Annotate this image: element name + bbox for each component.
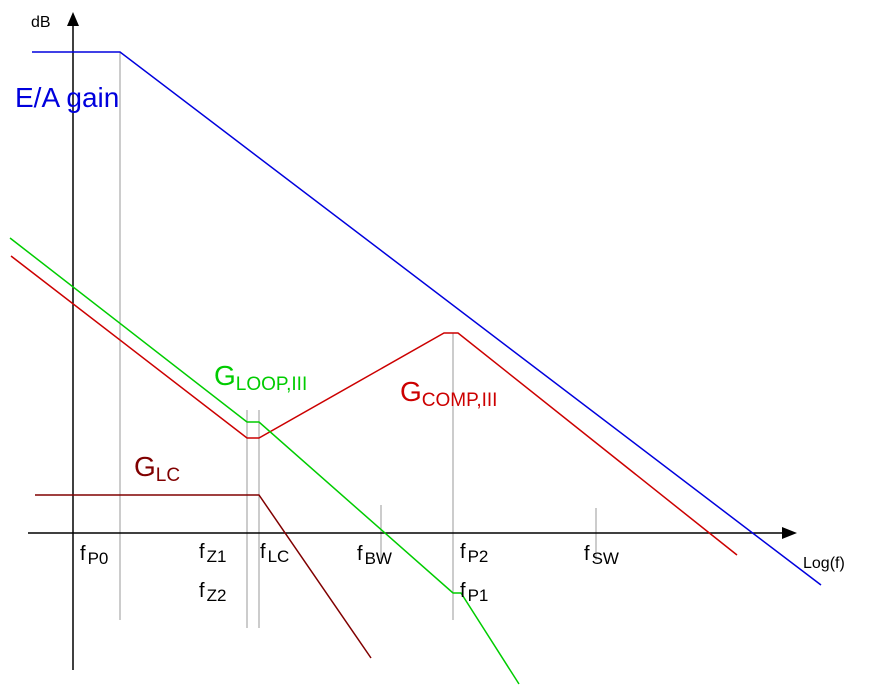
freq-fz2-main: f	[199, 580, 205, 602]
freq-label-fz2: f Z2	[199, 580, 226, 605]
freq-label-fbw: f BW	[357, 543, 392, 568]
freq-fsw-main: f	[584, 543, 590, 565]
freq-fp2-sub: P2	[468, 547, 489, 566]
y-axis-arrow	[67, 12, 79, 26]
g-loop-sub: LOOP,III	[236, 374, 307, 395]
freq-label-fp1: f P1	[460, 580, 488, 605]
freq-fp1-sub: P1	[468, 586, 489, 605]
ea-gain-label: E/A gain	[15, 82, 119, 113]
freq-fz1-main: f	[199, 541, 205, 563]
y-axis-label: dB	[31, 14, 51, 31]
g-comp-curve	[10, 255, 738, 556]
freq-fp2-main: f	[460, 541, 466, 563]
g-loop-curve	[9, 237, 520, 685]
g-comp-label: GCOMP,III	[400, 376, 497, 411]
g-lc-curve	[35, 494, 372, 659]
g-loop-main: G	[214, 360, 236, 391]
g-lc-main: G	[134, 451, 156, 482]
axes	[28, 12, 797, 670]
freq-fsw-sub: SW	[592, 549, 619, 568]
g-comp-main: G	[400, 376, 422, 407]
freq-fp1-main: f	[460, 580, 466, 602]
g-loop-label: GLOOP,III	[214, 360, 307, 395]
freq-label-fz1: f Z1	[199, 541, 226, 566]
g-lc-label: GLC	[134, 451, 180, 486]
freq-fp0-main: f	[80, 543, 86, 565]
freq-fp0-sub: P0	[88, 549, 109, 568]
g-lc-sub: LC	[156, 465, 180, 486]
freq-fbw-sub: BW	[365, 549, 392, 568]
x-axis-label: Log(f)	[803, 555, 845, 572]
freq-flc-main: f	[260, 541, 266, 563]
frequency-markers	[119, 52, 597, 628]
freq-fz1-sub: Z1	[207, 547, 227, 566]
freq-label-fp2: f P2	[460, 541, 488, 566]
freq-label-fp0: f P0	[80, 543, 108, 568]
freq-label-fsw: f SW	[584, 543, 619, 568]
g-comp-sub: COMP,III	[422, 390, 498, 411]
ea-gain-curve	[32, 51, 822, 586]
freq-fbw-main: f	[357, 543, 363, 565]
freq-label-flc: f LC	[260, 541, 289, 566]
freq-fz2-sub: Z2	[207, 586, 227, 605]
x-axis-arrow	[782, 527, 797, 539]
freq-flc-sub: LC	[268, 547, 290, 566]
